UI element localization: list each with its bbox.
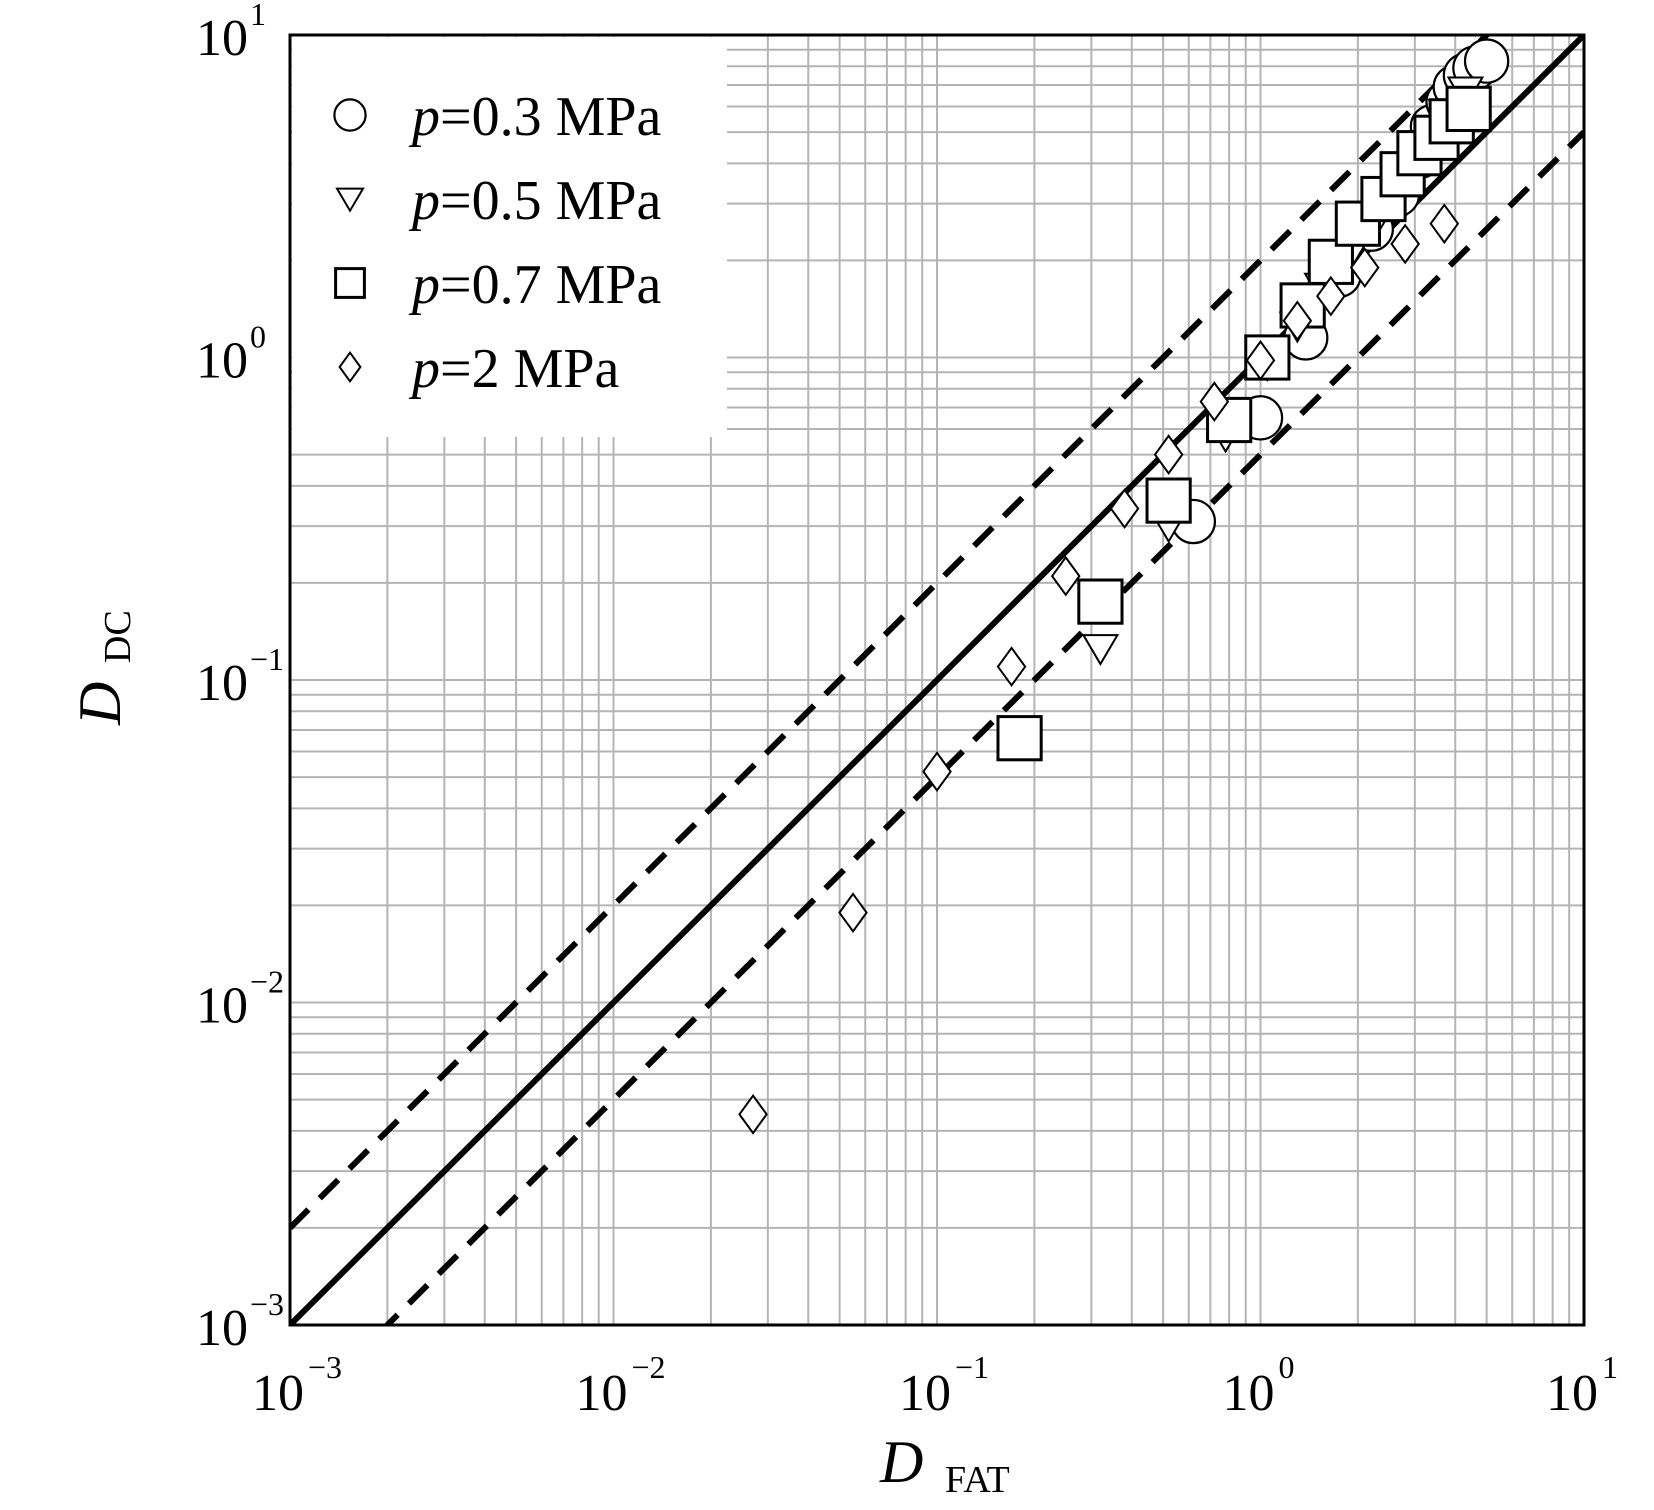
data-point-diamond bbox=[838, 892, 868, 934]
y-tick-base: 10 bbox=[196, 1300, 248, 1357]
dashed-reference-line bbox=[383, 129, 1584, 1325]
legend-label-var: p bbox=[408, 338, 440, 400]
y-tick-exponent: 1 bbox=[250, 0, 266, 32]
y-axis-label-sub: DC bbox=[97, 610, 139, 663]
data-point-triangle-down bbox=[1081, 634, 1120, 667]
legend-marker-triangle-down bbox=[335, 187, 365, 213]
x-tick-label: 10 0 bbox=[1223, 1349, 1295, 1422]
y-tick-label: 10 −1 bbox=[196, 641, 284, 712]
y-tick-base: 10 bbox=[196, 978, 248, 1035]
data-point-diamond bbox=[1390, 223, 1420, 265]
x-tick-base: 10 bbox=[576, 1365, 628, 1422]
data-point-diamond bbox=[1429, 203, 1460, 245]
data-point-diamond bbox=[1282, 300, 1313, 342]
y-tick-label: 10 0 bbox=[196, 319, 266, 390]
legend-label-value: =0.3 MPa bbox=[440, 86, 662, 148]
series-square bbox=[996, 85, 1492, 762]
data-point-square bbox=[1077, 578, 1124, 625]
x-tick-label: 10 1 bbox=[1546, 1349, 1618, 1422]
y-tick-label: 10 −2 bbox=[196, 964, 284, 1035]
data-points bbox=[738, 38, 1510, 1135]
legend-label-var: p bbox=[408, 86, 440, 148]
axis-labels: D FAT D DC bbox=[67, 610, 1010, 1501]
data-point-diamond bbox=[1199, 381, 1230, 422]
y-tick-exponent: −3 bbox=[250, 1286, 284, 1322]
data-point-diamond bbox=[996, 646, 1027, 688]
x-tick-base: 10 bbox=[1223, 1365, 1275, 1422]
legend-marker-circle bbox=[333, 98, 367, 132]
y-tick-exponent: 0 bbox=[250, 319, 266, 355]
y-axis-label-main: D bbox=[67, 682, 133, 726]
tick-labels: 10 −3 10 −2 10 −1 10 0 10 110 −310 −210 −110 010 1 bbox=[196, 0, 1618, 1422]
legend-item: p=0.7 MPa bbox=[334, 254, 662, 316]
x-axis-label: D FAT bbox=[879, 1429, 1010, 1501]
x-tick-base: 10 bbox=[899, 1365, 951, 1422]
legend-label-value: =2 MPa bbox=[440, 338, 620, 400]
legend-label: p=0.7 MPa bbox=[408, 254, 662, 316]
x-tick-base: 10 bbox=[252, 1365, 304, 1422]
legend-item: p=0.5 MPa bbox=[335, 170, 662, 232]
y-tick-exponent: −1 bbox=[250, 641, 284, 677]
y-tick-base: 10 bbox=[196, 10, 248, 67]
x-tick-exponent: 1 bbox=[1602, 1349, 1618, 1385]
legend-label: p=2 MPa bbox=[408, 338, 620, 400]
data-point-diamond bbox=[922, 751, 952, 792]
y-tick-label: 10 −3 bbox=[196, 1286, 284, 1357]
data-point-diamond bbox=[1349, 247, 1380, 289]
y-tick-base: 10 bbox=[196, 333, 248, 390]
legend-label-value: =0.7 MPa bbox=[440, 254, 662, 316]
series-diamond bbox=[738, 203, 1460, 1135]
legend-background bbox=[292, 37, 727, 437]
legend-marker-square bbox=[334, 267, 366, 299]
legend-label-value: =0.5 MPa bbox=[440, 170, 662, 232]
x-tick-label: 10 −2 bbox=[576, 1349, 666, 1422]
x-tick-exponent: −1 bbox=[955, 1349, 989, 1385]
data-point-diamond bbox=[1109, 488, 1140, 529]
data-point-circle bbox=[1463, 38, 1510, 84]
data-point-square bbox=[1145, 477, 1192, 524]
data-point-square bbox=[1445, 85, 1492, 133]
x-tick-label: 10 −1 bbox=[899, 1349, 989, 1422]
legend-item: p=2 MPa bbox=[338, 338, 620, 400]
data-point-diamond bbox=[1245, 339, 1276, 381]
y-tick-exponent: −2 bbox=[250, 964, 284, 1000]
x-tick-exponent: −3 bbox=[308, 1349, 342, 1385]
y-tick-base: 10 bbox=[196, 655, 248, 712]
x-axis-label-sub: FAT bbox=[945, 1459, 1010, 1501]
y-axis-label: D DC bbox=[67, 610, 139, 726]
x-tick-exponent: −2 bbox=[632, 1349, 666, 1385]
y-tick-label: 10 1 bbox=[196, 0, 266, 67]
plot-frame bbox=[288, 33, 1586, 1327]
x-axis-label-main: D bbox=[879, 1429, 923, 1495]
legend-label: p=0.3 MPa bbox=[408, 86, 662, 148]
legend-label: p=0.5 MPa bbox=[408, 170, 662, 232]
data-point-diamond bbox=[738, 1093, 768, 1135]
data-point-diamond bbox=[1316, 275, 1346, 317]
x-tick-exponent: 0 bbox=[1279, 1349, 1295, 1385]
legend-item: p=0.3 MPa bbox=[333, 86, 662, 148]
data-point-square bbox=[996, 715, 1043, 762]
data-point-diamond bbox=[1153, 434, 1184, 475]
dashed-reference-line bbox=[290, 35, 1491, 1231]
x-tick-base: 10 bbox=[1546, 1365, 1598, 1422]
legend-label-var: p bbox=[408, 254, 440, 316]
legend-label-var: p bbox=[408, 170, 440, 232]
x-tick-label: 10 −3 bbox=[252, 1349, 342, 1422]
data-point-diamond bbox=[1050, 555, 1081, 597]
legend-marker-diamond bbox=[338, 350, 362, 384]
